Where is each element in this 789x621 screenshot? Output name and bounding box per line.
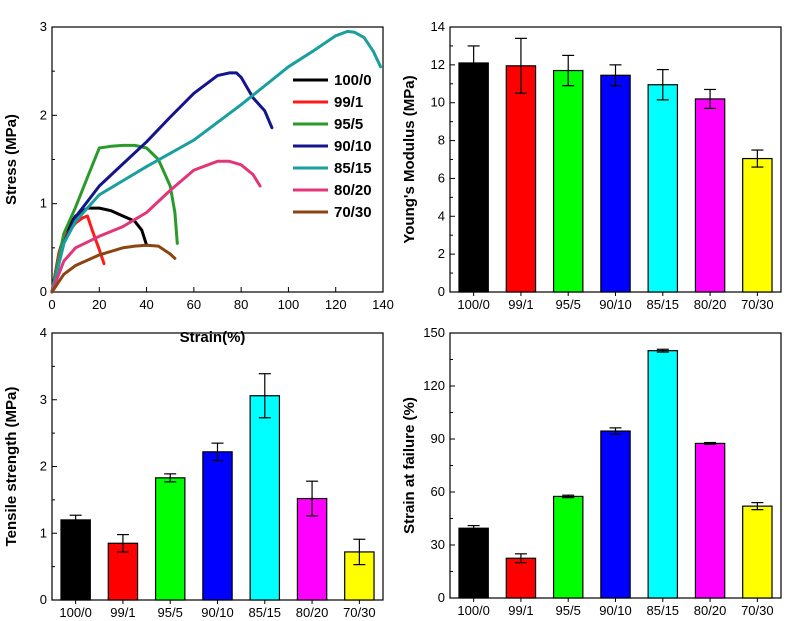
x-tick-label: 80/20 (694, 297, 727, 312)
y-tick-label: 10 (431, 95, 445, 110)
legend-label: 99/1 (334, 94, 363, 111)
x-tick-label: 120 (325, 297, 347, 312)
y-tick-label: 60 (431, 484, 445, 499)
legend-label: 80/20 (334, 182, 372, 199)
x-tick-label: 90/10 (599, 297, 632, 312)
x-axis-label: Strain(%) (180, 329, 246, 346)
x-tick-label: 140 (372, 297, 394, 312)
x-tick-label: 70/30 (343, 605, 376, 620)
x-tick-label: 90/10 (599, 603, 632, 618)
bar-70-30 (742, 505, 773, 599)
bar-80-20 (694, 98, 726, 293)
legend-label: 90/10 (334, 138, 372, 155)
y-tick-label: 3 (40, 19, 47, 34)
stress-strain-line-chart: 0 20 40 60 80 100 120 140 0 1 2 3 Stress (MPa) Strain… (3, 19, 394, 346)
y-tick-label: 150 (423, 325, 445, 340)
y-tick-label: 1 (40, 525, 47, 540)
tensile-strength-bar-chart: 0 1 2 3 4 Tensile strength (MPa) 100/0 99/1 95/5… (3, 325, 384, 620)
y-tick-label: 3 (40, 392, 47, 407)
y-tick-label: 4 (40, 325, 47, 340)
y-tick-label: 6 (438, 170, 445, 185)
x-tick-label: 100/0 (457, 603, 490, 618)
series-line-80-20 (50, 159, 262, 294)
bar-100-0 (458, 527, 489, 599)
bar-100-0 (60, 519, 91, 601)
x-tick-label: 95/5 (158, 605, 183, 620)
youngs-modulus-bar-chart: 0 2 4 6 8 10 12 14 Young's Modulus (MPa) 100/0 99/… (401, 19, 782, 312)
y-tick-label: 120 (423, 378, 445, 393)
bar-90-10 (600, 430, 631, 599)
x-tick-label: 85/15 (647, 603, 680, 618)
x-tick-label: 90/10 (201, 605, 234, 620)
legend-label: 85/15 (334, 160, 372, 177)
legend-label: 95/5 (334, 116, 363, 133)
y-tick-label: 0 (40, 592, 47, 607)
x-tick-label: 95/5 (556, 297, 581, 312)
y-tick-label: 0 (438, 590, 445, 605)
x-tick-label: 40 (139, 297, 153, 312)
y-tick-label: 2 (40, 459, 47, 474)
y-tick-label: 12 (431, 57, 445, 72)
y-tick-label: 0 (438, 284, 445, 299)
legend-label: 70/30 (334, 204, 372, 221)
x-tick-label: 85/15 (647, 297, 680, 312)
series-line-85-15 (50, 29, 383, 294)
x-tick-label: 20 (92, 297, 106, 312)
bar-99-1 (505, 557, 537, 599)
series-line-95-5 (50, 143, 179, 294)
bar-70-30 (742, 157, 773, 293)
x-tick-label: 80 (234, 297, 248, 312)
x-tick-label: 60 (187, 297, 201, 312)
y-tick-label: 2 (40, 107, 47, 122)
y-axis-label: Strain at failure (%) (401, 397, 418, 534)
x-tick-label: 100/0 (59, 605, 92, 620)
y-axis-label: Young's Modulus (MPa) (401, 75, 418, 243)
bar-100-0 (458, 62, 489, 293)
bar-85-15 (647, 350, 679, 599)
y-axis-label: Tensile strength (MPa) (3, 387, 20, 547)
bar-99-1 (505, 65, 537, 293)
x-tick-label: 100 (278, 297, 300, 312)
bar-95-5 (154, 477, 186, 601)
bar-90-10 (202, 451, 233, 601)
x-tick-label: 100/0 (457, 297, 490, 312)
x-tick-label: 95/5 (556, 603, 581, 618)
y-tick-label: 2 (438, 246, 445, 261)
bar-90-10 (600, 74, 631, 293)
x-tick-label: 0 (48, 297, 55, 312)
y-tick-label: 1 (40, 196, 47, 211)
y-tick-label: 0 (40, 284, 47, 299)
y-tick-label: 4 (438, 208, 445, 223)
y-tick-label: 14 (431, 19, 445, 34)
x-tick-label: 99/1 (110, 605, 135, 620)
bar-95-5 (552, 69, 584, 293)
x-tick-label: 99/1 (508, 297, 533, 312)
bar-85-15 (249, 395, 281, 601)
x-tick-label: 70/30 (741, 297, 774, 312)
legend-label: 100/0 (334, 72, 372, 89)
y-tick-label: 90 (431, 431, 445, 446)
series-line-70-30 (50, 243, 177, 294)
bar-95-5 (552, 495, 584, 599)
x-tick-label: 80/20 (694, 603, 727, 618)
x-tick-label: 99/1 (508, 603, 533, 618)
y-axis-label: Stress (MPa) (3, 114, 20, 205)
x-tick-label: 70/30 (741, 603, 774, 618)
x-tick-label: 85/15 (249, 605, 282, 620)
y-tick-label: 30 (431, 537, 445, 552)
bar-85-15 (647, 84, 679, 293)
bar-80-20 (694, 442, 726, 599)
x-tick-label: 80/20 (296, 605, 329, 620)
y-tick-label: 8 (438, 133, 445, 148)
series-line-90-10 (50, 71, 274, 294)
strain-at-failure-bar-chart: 0 30 60 90 120 150 Strain at failure (%) 100/0 9… (401, 325, 782, 618)
